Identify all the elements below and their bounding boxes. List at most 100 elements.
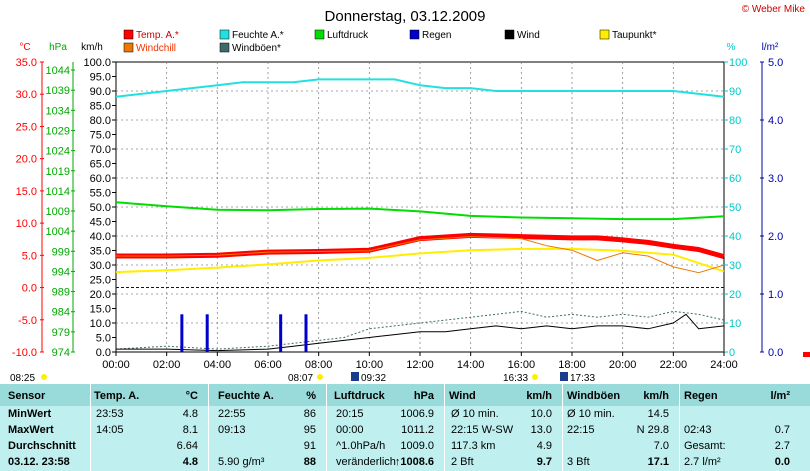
wind-tick-label: 50.0: [90, 202, 111, 214]
legend-label: Temp. A.*: [136, 30, 179, 41]
wind-tick-label: 20.0: [90, 289, 111, 301]
wind-tick-label: 25.0: [90, 275, 111, 287]
humidity-tick-label: 80: [729, 115, 741, 127]
temp-tick-label: 10.0: [16, 218, 37, 230]
stats-row-label: Durchschnitt: [8, 440, 76, 452]
wind-tick-label: 15.0: [90, 304, 111, 316]
x-tick-label: 08:00: [305, 359, 333, 371]
event-a-label: 09:32: [361, 373, 386, 384]
legend-label: Regen: [422, 30, 451, 41]
series-line-6: [116, 313, 725, 352]
humidity-tick-label: 100: [729, 57, 747, 69]
legend-swatch: [314, 29, 325, 40]
wind-tick-label: 10.0: [90, 318, 111, 330]
wind-tick-label: 45.0: [90, 217, 111, 229]
x-tick-label: 10:00: [356, 359, 384, 371]
humidity-tick-label: 70: [729, 144, 741, 156]
wind-tick-label: 60.0: [90, 173, 111, 185]
wind-tick-label: 85.0: [90, 101, 111, 113]
wind-tick-label: 55.0: [90, 188, 111, 200]
temp-tick-label: 0.0: [22, 283, 37, 295]
wind-tick-label: 40.0: [90, 231, 111, 243]
stats-header-cell: Wind: [449, 390, 476, 402]
stats-header-cell: °C: [185, 390, 198, 402]
rain-tick-label: 0.0: [768, 347, 783, 359]
sun-markers: 08:25 08:07 09:32 16:33 17:33: [10, 372, 595, 384]
wind-tick-label: 0.0: [96, 347, 111, 359]
temp-tick-label: 20.0: [16, 154, 37, 166]
sunset-icon: [532, 374, 538, 380]
stats-header-cell: Regen: [684, 390, 718, 402]
series-line-0: [115, 78, 725, 98]
legend-label: Windchill: [136, 43, 176, 54]
humidity-stat-label: 09:13: [218, 424, 246, 436]
legend-swatch: [123, 29, 134, 40]
temp-tick-label: 30.0: [16, 89, 37, 101]
rain-bar: [279, 314, 283, 352]
temp-stat-value: 4.8: [182, 408, 198, 420]
stats-row-label: MinWert: [8, 408, 52, 420]
divider: [679, 384, 680, 471]
humidity-stat-value: 95: [303, 424, 316, 436]
legend-swatch: [219, 42, 230, 53]
pressure-stat-label: 20:15: [336, 408, 364, 420]
humidity-tick-label: 0: [729, 347, 735, 359]
temp-tick-label: 25.0: [16, 121, 37, 133]
pressure-stat-label: veränderlich: [336, 456, 396, 468]
x-tick-label: 04:00: [204, 359, 232, 371]
series-line-5: [115, 310, 725, 350]
wind-tick-label: 65.0: [90, 159, 111, 171]
wind-tick-label: 5.0: [96, 333, 111, 345]
wind-tick-label: 80.0: [90, 115, 111, 127]
pressure-tick-label: 1039: [46, 85, 70, 97]
wind-tick-label: 90.0: [90, 86, 111, 98]
stats-header-cell: Sensor: [8, 390, 46, 402]
series-line-3: [115, 247, 725, 274]
rain-stat-value: 0.7: [774, 424, 790, 436]
humidity-stat-label: 22:55: [218, 408, 246, 420]
moon-icon: [351, 372, 359, 381]
rain-bar: [205, 314, 209, 352]
temp-tick-label: -10.0: [12, 347, 37, 359]
rain-tick-label: 2.0: [768, 231, 783, 243]
pressure-tick-label: 1029: [46, 125, 70, 137]
divider: [444, 384, 445, 471]
humidity-tick-label: 20: [729, 289, 741, 301]
gusts-stat-value: 7.0: [653, 440, 669, 452]
pressure-stat-value: 1009.0: [400, 440, 434, 452]
pressure-tick-label: 1004: [46, 226, 70, 238]
stats-header-cell: km/h: [526, 390, 552, 402]
stats-header-cell: Windböen: [567, 390, 621, 402]
wind-tick-label: 100.0: [83, 57, 111, 69]
gusts-stat-label: 3 Bft: [567, 456, 590, 468]
wind-tick-label: 95.0: [90, 72, 111, 84]
temp-stat-value: 4.8: [182, 456, 198, 468]
sunset-label: 16:33: [503, 373, 528, 384]
wind-stat-label: Ø 10 min.: [451, 408, 499, 420]
wind-tick-label: 30.0: [90, 260, 111, 272]
pressure-tick-label: 989: [52, 287, 70, 299]
rain-tick-label: 5.0: [768, 57, 783, 69]
x-tick-label: 06:00: [254, 359, 282, 371]
temp-tick-label: 5.0: [22, 250, 37, 262]
series-line-1: [115, 201, 725, 221]
temp-tick-label: 15.0: [16, 186, 37, 198]
temp-stat-value: 8.1: [182, 424, 198, 436]
legend-label: Wind: [517, 30, 540, 41]
wind-tick-label: 75.0: [90, 130, 111, 142]
rain-stat-label: 2.7 l/m²: [684, 456, 721, 468]
legend-swatch: [599, 29, 610, 40]
stats-header-cell: l/m²: [770, 390, 790, 402]
x-tick-label: 16:00: [508, 359, 536, 371]
stats-header-row: [0, 384, 810, 406]
temp-stat-value: 6.64: [176, 440, 198, 452]
divider: [326, 384, 327, 471]
sunrise-label: 08:07: [288, 373, 313, 384]
humidity-tick-label: 30: [729, 260, 741, 272]
humidity-stat-value: 88: [303, 456, 316, 468]
gusts-stat-label: 22:15: [567, 424, 595, 436]
pressure-tick-label: 1044: [46, 65, 70, 77]
legend-swatch: [123, 42, 134, 53]
wind-stat-label: 2 Bft: [451, 456, 474, 468]
series-line-4: [116, 236, 725, 274]
